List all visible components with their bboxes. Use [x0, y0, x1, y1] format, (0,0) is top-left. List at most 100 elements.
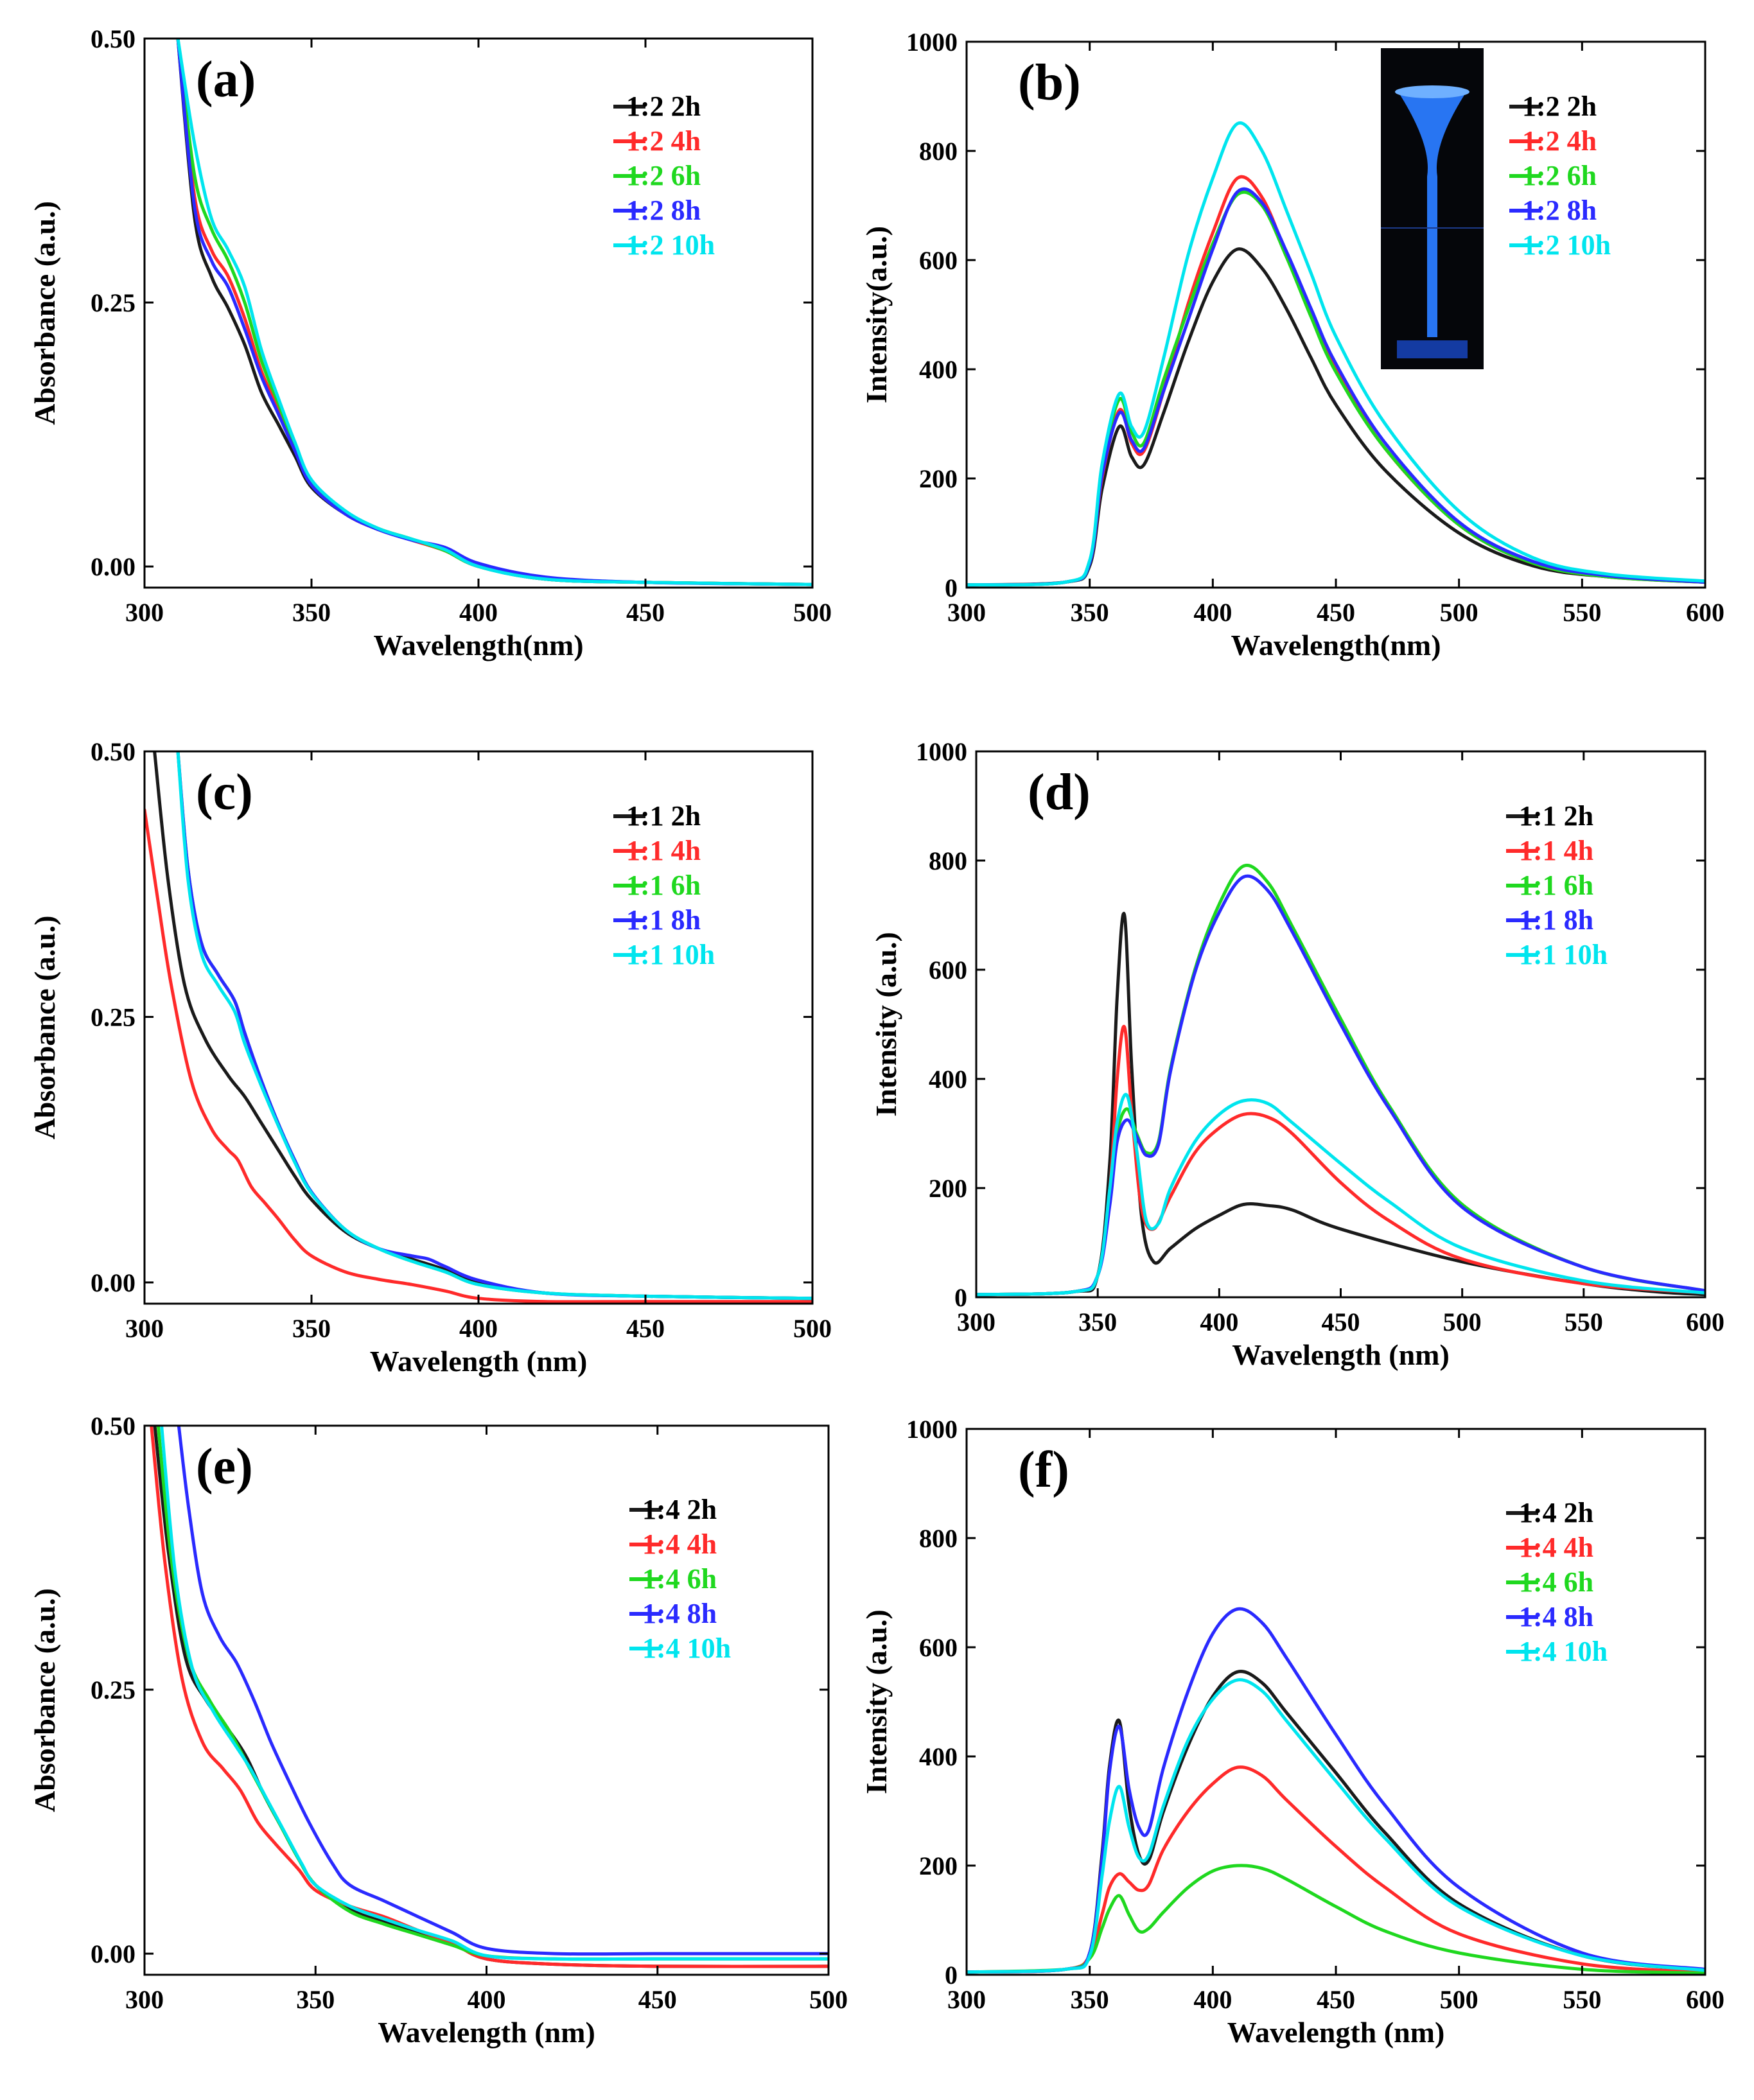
series-line-1-1-4h: [976, 1024, 1705, 1297]
x-axis-title: Wavelength (nm): [378, 2016, 595, 2049]
y-tick-label: 0.00: [91, 1268, 136, 1297]
legend-label: 1:1 8h: [1519, 904, 1593, 936]
legend-label: 1:1 10h: [626, 939, 715, 970]
legend-label: 1:2 6h: [626, 160, 701, 191]
chart-panel-5: 300 350 400 450 500 0.00 0.25 0.50 Wavelength (n…: [28, 1412, 848, 2049]
legend-label: 1:1 8h: [626, 904, 701, 936]
x-tick-label: 450: [626, 1314, 665, 1343]
series-line-1-1-2h: [153, 751, 812, 1300]
plot-frame: [965, 40, 1706, 589]
legend-label: 1:1 6h: [1519, 870, 1593, 901]
series-line-1-4-6h: [156, 1426, 829, 1961]
legend-label: 1:4 2h: [642, 1494, 717, 1525]
x-tick-label: 500: [809, 1985, 848, 2014]
y-axis-title: Absorbance (a.u.): [28, 201, 61, 425]
legend-label: 1:1 2h: [626, 800, 701, 832]
x-tick-label: 300: [947, 598, 986, 627]
legend-label: 1:2 8h: [1522, 195, 1597, 226]
y-tick-label: 600: [929, 956, 967, 984]
x-tick-label: 300: [947, 1985, 986, 2014]
x-tick-label: 550: [1563, 598, 1601, 627]
legend-label: 1:4 8h: [642, 1598, 717, 1629]
legend-label: 1:4 6h: [1519, 1566, 1593, 1598]
y-tick-label: 400: [919, 1742, 958, 1771]
panel-label: (f): [1018, 1442, 1069, 1498]
x-tick-label: 350: [296, 1985, 335, 2014]
y-tick-label: 200: [919, 464, 958, 493]
y-tick-label: 0: [954, 1283, 967, 1312]
series-line-1-1-6h: [176, 751, 812, 1300]
legend-label: 1:2 10h: [1522, 229, 1611, 261]
series-line-1-2-4h: [176, 39, 812, 586]
y-tick-label: 0: [945, 573, 958, 602]
y-axis-title: Intensity(a.u.): [860, 226, 893, 403]
x-tick-label: 550: [1565, 1308, 1603, 1336]
legend-label: 1:4 2h: [1519, 1497, 1593, 1528]
series-line-1-4-10h: [967, 1678, 1705, 1974]
panel-label: (d): [1028, 764, 1091, 821]
series-line-1-2-10h: [967, 121, 1705, 587]
x-tick-label: 400: [1200, 1308, 1238, 1336]
series-line-1-1-10h: [976, 1092, 1705, 1297]
series-line-1-1-10h: [176, 751, 812, 1300]
x-tick-label: 450: [1317, 1985, 1355, 2014]
y-tick-label: 0: [945, 1961, 958, 1990]
x-tick-label: 500: [793, 1314, 832, 1343]
series-line-1-4-8h: [177, 1426, 829, 1956]
inset-cuvette-photo: [1381, 48, 1484, 369]
x-axis-title: Wavelength (nm): [1232, 1338, 1450, 1371]
series-line-1-4-10h: [160, 1426, 829, 1961]
x-tick-label: 300: [125, 1314, 164, 1343]
x-tick-label: 500: [1440, 1985, 1478, 2014]
chart-panel-3: 300 350 400 450 500 0.00 0.25 0.50 Wavelength (n…: [28, 737, 832, 1378]
legend-label: 1:2 4h: [1522, 125, 1597, 157]
series-line-1-2-10h: [176, 39, 812, 586]
x-tick-label: 600: [1686, 1985, 1724, 2014]
x-tick-label: 400: [468, 1985, 506, 2014]
plot-frame: [143, 37, 814, 589]
x-axis-title: Wavelength (nm): [370, 1345, 588, 1378]
panel-label: (a): [196, 51, 256, 108]
y-axis-title: Absorbance (a.u.): [28, 1588, 61, 1812]
x-tick-label: 350: [1071, 598, 1109, 627]
chart-panel-4: 300 350 400 450 500 550 600 0 200 400 600 800 1000 Wa…: [870, 737, 1724, 1371]
series-line-1-2-2h: [176, 39, 812, 586]
series-line-1-2-6h: [176, 39, 812, 586]
legend-label: 1:2 2h: [626, 91, 701, 122]
plot-frame: [143, 1424, 830, 1976]
series-line-1-1-8h: [176, 751, 812, 1300]
x-tick-label: 450: [1317, 598, 1355, 627]
y-tick-label: 400: [919, 355, 958, 384]
x-tick-label: 600: [1686, 1308, 1724, 1336]
y-tick-label: 0.00: [91, 1939, 136, 1968]
legend-label: 1:1 4h: [626, 835, 701, 866]
x-axis-title: Wavelength(nm): [373, 629, 583, 661]
series-group: [145, 751, 812, 1304]
x-tick-label: 300: [957, 1308, 995, 1336]
x-tick-label: 500: [793, 598, 832, 627]
y-tick-label: 600: [919, 246, 958, 275]
x-tick-label: 350: [1071, 1985, 1109, 2014]
chart-panel-2: 300 350 400 450 500 550 600 0 200 400 600 800 1000 Wa…: [860, 28, 1724, 661]
y-tick-label: 0.25: [91, 288, 136, 317]
series-line-1-2-2h: [967, 247, 1705, 587]
chart-panel-6: 300 350 400 450 500 550 600 0 200 400 600 800 1000 Wa…: [860, 1415, 1724, 2049]
legend-label: 1:4 8h: [1519, 1601, 1593, 1632]
series-line-1-4-8h: [967, 1607, 1705, 1974]
legend-label: 1:1 2h: [1519, 800, 1593, 832]
panel-label: (b): [1018, 55, 1081, 111]
x-tick-label: 400: [459, 598, 498, 627]
y-tick-label: 0.50: [91, 1412, 136, 1440]
x-axis-title: Wavelength(nm): [1231, 629, 1441, 661]
y-tick-label: 0.50: [91, 737, 136, 766]
series-line-1-1-2h: [976, 911, 1705, 1297]
x-tick-label: 400: [459, 1314, 498, 1343]
x-tick-label: 550: [1563, 1985, 1601, 2014]
series-line-1-4-6h: [967, 1864, 1705, 1975]
y-tick-label: 1000: [916, 737, 967, 766]
y-tick-label: 0.25: [91, 1676, 136, 1704]
y-tick-label: 1000: [906, 28, 958, 57]
y-tick-label: 800: [919, 1524, 958, 1553]
series-group: [967, 121, 1705, 587]
